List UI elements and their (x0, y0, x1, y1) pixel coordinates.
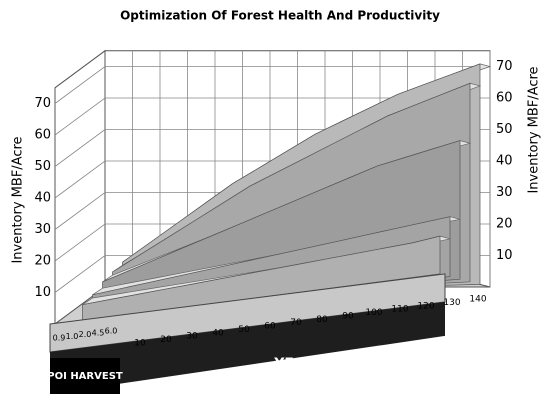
x-tick-label: 70 (290, 318, 302, 328)
side-wall (54, 49, 106, 325)
y-tick-label: 40 (34, 191, 51, 206)
y-tick-label: 30 (34, 222, 51, 237)
y2-tick-label: 30 (496, 185, 513, 200)
y-tick-label: 50 (34, 159, 51, 174)
x-tick-label: 100 (365, 308, 382, 318)
y2-tick-label: 50 (496, 122, 513, 137)
x-tick-label: 10 (134, 338, 146, 348)
y-tick-label: 10 (34, 285, 51, 300)
x-tick-label: 40 (212, 328, 224, 338)
x-tick-label: 60 (264, 322, 276, 332)
x-tick-label: 140 (469, 295, 486, 305)
base-dark (50, 301, 445, 394)
legend-label: 1.0 (66, 332, 79, 341)
ribbon-face (82, 235, 441, 321)
y2-tick-label: 70 (496, 59, 513, 74)
x-tick-label: 80 (316, 315, 328, 325)
x-tick-label: 110 (391, 305, 408, 315)
y2-tick-label: 10 (496, 248, 513, 263)
y-tick-label: 20 (34, 254, 51, 269)
y-tick-label: 70 (34, 96, 51, 111)
y2-axis-label: Inventory MBF/Acre (527, 66, 542, 193)
y2-tick-label: 60 (496, 91, 513, 106)
x-tick-label: 50 (238, 325, 250, 335)
y-axis-label: Inventory MBF/Acre (11, 136, 26, 263)
legend-label: 6.0 (105, 327, 118, 336)
legend-label: 4.5 (92, 328, 105, 337)
y2-tick-label: 40 (496, 154, 513, 169)
x-tick-label: 20 (160, 335, 172, 345)
y-tick-label: 60 (34, 128, 51, 143)
x-tick-label: 90 (342, 311, 354, 321)
chart-title: Optimization Of Forest Health And Produc… (120, 9, 440, 23)
y2-tick-label: 20 (496, 217, 513, 232)
grid-line (54, 97, 490, 136)
x-tick-label: 120 (417, 301, 434, 311)
legend-title: POI HARVEST (47, 371, 123, 382)
legend-label: 2.0 (79, 330, 92, 339)
x-tick-label: 30 (186, 332, 198, 342)
legend-label: 0.9 (53, 334, 66, 343)
legend-title-box (50, 358, 120, 394)
grid-line (54, 66, 490, 104)
x-axis-label: YEARS (273, 356, 325, 372)
x-tick-label: 130 (443, 298, 460, 308)
